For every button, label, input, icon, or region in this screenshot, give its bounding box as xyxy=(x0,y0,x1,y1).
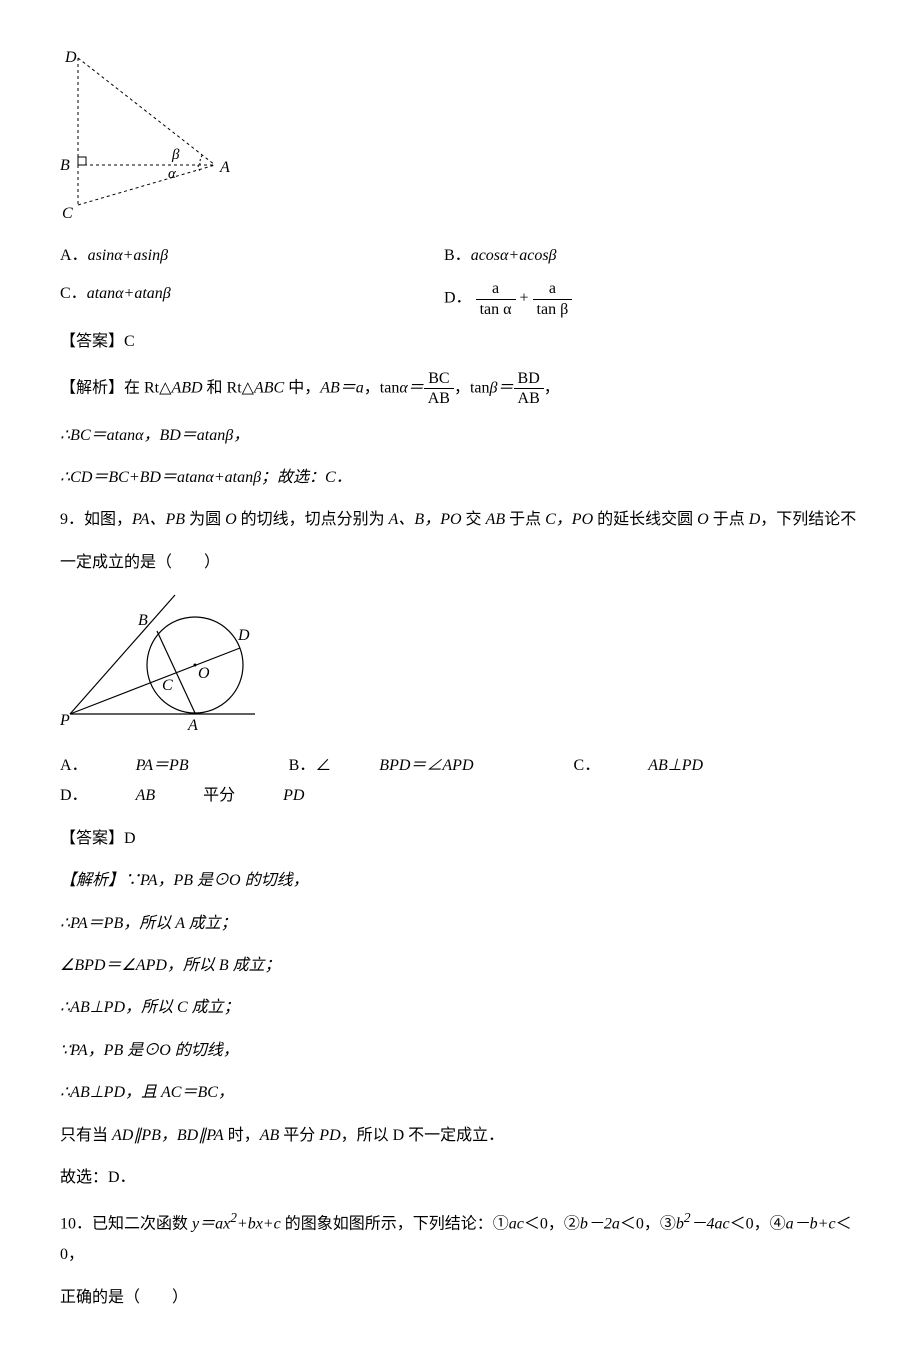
point-b2-label: B xyxy=(138,612,148,629)
q9-stem-2: 一定成立的是（ ） xyxy=(60,548,860,578)
q8-explain-3: ∴CD＝BC+BD＝atanα+atanβ；故选：C． xyxy=(60,463,860,493)
q9-explain-3: ∠BPD＝∠APD，所以 B 成立； xyxy=(60,951,860,981)
q9-explain-2: ∴PA＝PB，所以 A 成立； xyxy=(60,909,860,939)
q9-option-b: B．∠BPD＝∠APD xyxy=(289,751,522,781)
angle-beta-label: β xyxy=(171,147,180,163)
q9-explain-5: ∵PA，PB 是⊙O 的切线， xyxy=(60,1036,860,1066)
diagram-triangle-abd: D B C A β α xyxy=(60,50,860,225)
q8-answer: 【答案】C xyxy=(60,327,860,357)
q9-option-a: A．PA＝PB xyxy=(60,751,237,781)
q8-options-row-2: C．atanα+atanβ D． atan α + atan β xyxy=(60,279,860,318)
q9-explain-8: 故选：D． xyxy=(60,1163,860,1193)
angle-alpha-label: α xyxy=(168,166,177,182)
q8-option-c: C．atanα+atanβ xyxy=(60,279,444,318)
q8-options-row-1: A．asinα+asinβ B．acosα+acosβ xyxy=(60,241,860,271)
q10-stem-2: 正确的是（ ） xyxy=(60,1283,860,1313)
q9-explain-6: ∴AB⊥PD，且 AC＝BC， xyxy=(60,1078,860,1108)
q8-option-a: A．asinα+asinβ xyxy=(60,241,444,271)
q8-option-b: B．acosα+acosβ xyxy=(444,241,860,271)
q9-stem: 9．如图，PA、PB 为圆 O 的切线，切点分别为 A、B，PO 交 AB 于点… xyxy=(60,505,860,535)
q8-option-d: D． atan α + atan β xyxy=(444,279,860,318)
point-a2-label: A xyxy=(187,717,198,734)
point-d-label: D xyxy=(64,50,77,66)
diagram-circle-tangent: P A B O D C xyxy=(60,590,860,735)
q9-explain-1: 【解析】∵PA，PB 是⊙O 的切线， xyxy=(60,866,860,896)
q9-explain-4: ∴AB⊥PD，所以 C 成立； xyxy=(60,993,860,1023)
q8-explain-1: 【解析】在 Rt△ABD 和 Rt△ABC 中，AB＝a，tanα＝BCAB，t… xyxy=(60,369,860,408)
q9-option-d: D．AB 平分 PD xyxy=(60,781,352,811)
point-a-label: A xyxy=(219,159,230,176)
point-c-label: C xyxy=(62,205,73,222)
q8-explain-2: ∴BC＝atanα，BD＝atanβ， xyxy=(60,421,860,451)
q9-option-c: C．AB⊥PD xyxy=(574,751,752,781)
q10-stem: 10．已知二次函数 y＝ax2+bx+c 的图象如图所示，下列结论：①ac＜0，… xyxy=(60,1205,860,1270)
q9-answer: 【答案】D xyxy=(60,824,860,854)
q9-explain-7: 只有当 AD∥PB，BD∥PA 时，AB 平分 PD，所以 D 不一定成立． xyxy=(60,1121,860,1151)
point-p-label: P xyxy=(60,712,70,729)
point-c2-label: C xyxy=(162,677,173,694)
point-o-label: O xyxy=(198,665,210,682)
point-b-label: B xyxy=(60,157,70,174)
q9-options: A．PA＝PB B．∠BPD＝∠APD C．AB⊥PD D．AB 平分 PD xyxy=(60,751,860,812)
point-d2-label: D xyxy=(237,627,250,644)
